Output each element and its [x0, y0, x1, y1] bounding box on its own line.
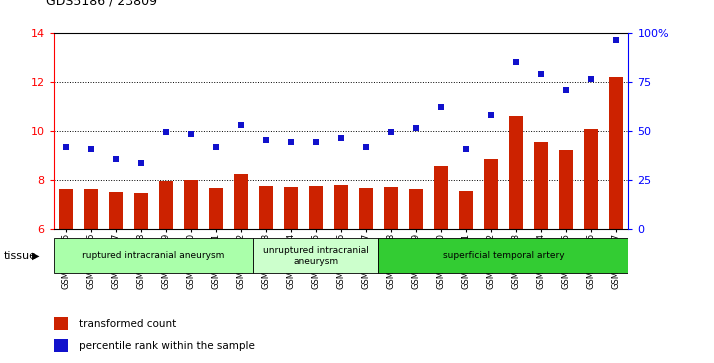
Bar	[534, 142, 548, 229]
Text: ▶: ▶	[32, 251, 40, 261]
Point	[60, 144, 71, 150]
Point	[410, 125, 421, 131]
Bar	[253, 238, 378, 273]
Point	[311, 139, 322, 144]
Text: GDS5186 / 23809: GDS5186 / 23809	[46, 0, 157, 7]
Point	[386, 129, 397, 135]
Bar	[54, 339, 68, 352]
Bar	[309, 186, 323, 229]
Text: tissue: tissue	[4, 251, 36, 261]
Bar	[609, 77, 623, 229]
Bar	[109, 192, 123, 229]
Point	[286, 139, 297, 144]
Bar	[259, 186, 273, 229]
Bar	[359, 188, 373, 229]
Bar	[134, 193, 148, 229]
Bar	[459, 191, 473, 229]
Point	[186, 131, 197, 137]
Point	[135, 160, 147, 166]
Bar	[84, 189, 98, 229]
Bar	[59, 189, 73, 229]
Text: unruptured intracranial
aneurysm: unruptured intracranial aneurysm	[263, 246, 369, 266]
Point	[436, 105, 447, 110]
Point	[160, 129, 171, 135]
Bar	[234, 174, 248, 229]
Bar	[54, 238, 253, 273]
Point	[536, 72, 547, 77]
Point	[86, 146, 97, 152]
Point	[560, 87, 572, 93]
Point	[585, 76, 597, 82]
Text: ruptured intracranial aneurysm: ruptured intracranial aneurysm	[82, 252, 225, 260]
Bar	[384, 187, 398, 229]
Bar	[334, 184, 348, 229]
Bar	[54, 317, 68, 330]
Point	[610, 37, 621, 43]
Point	[261, 138, 272, 143]
Text: superficial temporal artery: superficial temporal artery	[443, 252, 564, 260]
Point	[510, 59, 521, 65]
Point	[461, 146, 472, 152]
Bar	[284, 187, 298, 229]
Text: transformed count: transformed count	[79, 318, 176, 329]
Bar	[378, 238, 628, 273]
Point	[336, 135, 347, 141]
Bar	[584, 130, 598, 229]
Bar	[184, 180, 198, 229]
Bar	[159, 181, 173, 229]
Point	[486, 112, 497, 118]
Point	[211, 144, 222, 150]
Bar	[484, 159, 498, 229]
Point	[361, 144, 372, 150]
Point	[236, 122, 247, 127]
Bar	[209, 188, 223, 229]
Bar	[559, 150, 573, 229]
Bar	[434, 166, 448, 229]
Bar	[509, 116, 523, 229]
Text: percentile rank within the sample: percentile rank within the sample	[79, 341, 254, 351]
Bar	[409, 189, 423, 229]
Point	[110, 156, 121, 162]
